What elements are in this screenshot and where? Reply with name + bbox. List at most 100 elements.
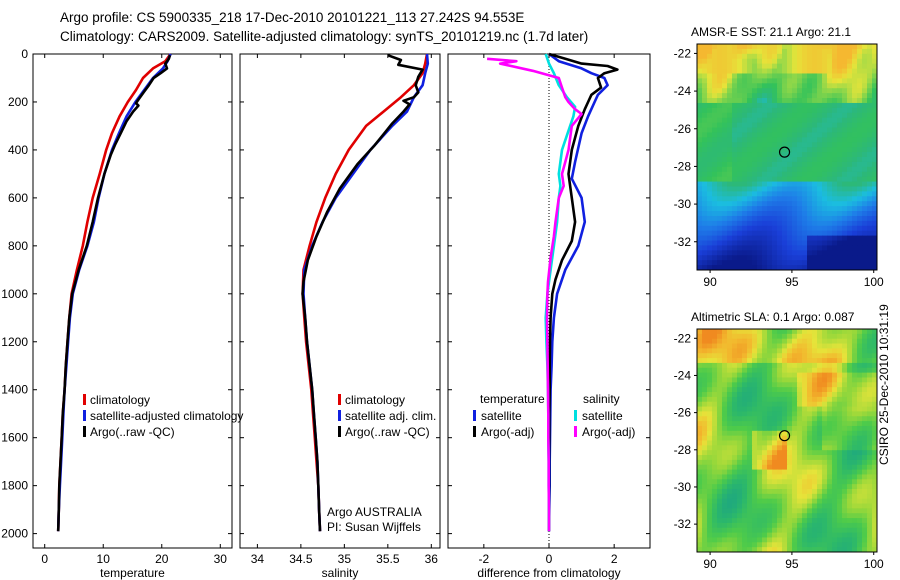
sla-map-cell xyxy=(842,527,848,534)
sst-map-cell xyxy=(707,161,713,168)
sla-map-cell xyxy=(777,518,783,524)
sst-map-cell xyxy=(872,68,877,75)
sst-map-cell xyxy=(762,235,768,242)
sst-map-cell xyxy=(862,88,868,94)
sst-map-cell xyxy=(717,230,723,237)
sst-map-cell xyxy=(807,127,813,134)
sst-map-cell xyxy=(802,48,808,55)
sst-map-cell xyxy=(787,240,793,247)
sla-map-cell xyxy=(862,367,868,374)
sst-map-cell xyxy=(752,206,758,212)
sst-map-cell xyxy=(837,132,843,138)
sst-map-cell xyxy=(742,240,748,247)
sla-map-cell xyxy=(862,518,868,524)
sla-map-cell xyxy=(812,329,818,335)
sst-map-cell xyxy=(712,220,718,227)
sla-map-cell xyxy=(822,348,828,354)
sst-map-cell xyxy=(737,161,743,168)
sst-map-cell xyxy=(852,166,858,173)
sst-map-cell xyxy=(802,83,808,89)
sst-map-cell xyxy=(872,98,877,104)
sla-map-cell xyxy=(727,508,733,514)
sla-map-cell xyxy=(742,430,748,437)
sla-map-cell xyxy=(817,367,823,374)
sla-map-cell xyxy=(802,372,808,379)
sla-map-cell xyxy=(802,421,808,427)
sst-map-cell xyxy=(732,107,738,114)
sst-map-cell xyxy=(842,196,848,202)
sla-map-cell xyxy=(737,430,743,437)
sla-map-cell xyxy=(752,445,758,451)
sst-map-cell xyxy=(827,93,833,99)
sst-map-cell xyxy=(737,117,743,124)
sla-map-cell xyxy=(782,401,788,408)
sst-map-cell xyxy=(842,235,848,242)
sla-map-cell xyxy=(737,396,743,403)
sla-map-cell xyxy=(752,503,758,509)
sst-map-cell xyxy=(732,211,738,217)
sla-map-cell xyxy=(872,464,877,471)
sst-map-cell xyxy=(842,137,848,143)
sst-map-cell xyxy=(767,235,773,242)
sla-map-cell xyxy=(792,537,798,543)
sla-map-cell xyxy=(767,450,773,456)
sla-map-cell xyxy=(757,416,763,422)
sla-map-cell xyxy=(797,542,803,548)
sla-map-cell xyxy=(807,440,813,446)
sst-map-cell xyxy=(747,78,753,84)
sst-map-cell xyxy=(792,196,798,202)
sst-map-cell xyxy=(812,112,818,119)
sst-map-cell xyxy=(832,166,838,173)
sst-map-cell xyxy=(792,142,798,148)
sst-map-cell xyxy=(747,166,753,173)
salinity-profile-series-argo-raw-qc- xyxy=(301,53,424,532)
sst-map-cell xyxy=(707,137,713,143)
sst-map-cell xyxy=(812,83,818,89)
sla-map-cell xyxy=(857,498,863,505)
sla-map-cell xyxy=(702,396,708,403)
sla-map-cell xyxy=(722,392,728,398)
sla-map-cell xyxy=(772,464,778,471)
sst-map-cell xyxy=(737,245,743,251)
sst-map-cell xyxy=(697,88,703,94)
sla-map-ytick-label: -30 xyxy=(674,480,692,494)
sla-map-cell xyxy=(852,503,858,509)
sla-map-cell xyxy=(847,421,853,427)
sst-map-cell xyxy=(857,220,863,227)
sst-map-cell xyxy=(697,63,703,70)
sst-map-cell xyxy=(712,161,718,168)
sla-map-cell xyxy=(742,542,748,548)
sst-map-cell xyxy=(777,44,783,50)
sst-map-cell xyxy=(782,265,788,270)
sla-map-cell xyxy=(717,522,723,529)
sst-map-cell xyxy=(797,157,803,163)
sst-map-cell xyxy=(737,102,743,109)
sst-map-cell xyxy=(842,181,848,188)
sst-map-cell xyxy=(812,142,818,148)
sla-map-cell xyxy=(782,367,788,374)
sla-map-cell xyxy=(742,421,748,427)
sst-map-cell xyxy=(722,171,728,178)
sla-map-cell xyxy=(762,396,768,403)
sst-map-cell xyxy=(852,117,858,124)
sst-map-cell xyxy=(832,157,838,163)
sst-map-cell xyxy=(732,176,738,183)
sla-map-cell xyxy=(732,503,738,509)
sla-map-cell xyxy=(857,488,863,495)
sst-map-cell xyxy=(717,68,723,75)
sst-map-cell xyxy=(792,127,798,134)
sla-map-cell xyxy=(787,377,793,383)
sst-map-cell xyxy=(727,48,733,55)
sst-map-cell xyxy=(772,98,778,104)
sla-map-cell xyxy=(847,537,853,543)
sla-map-cell xyxy=(872,367,877,374)
sst-map-cell xyxy=(732,166,738,173)
sst-map-cell xyxy=(792,260,798,266)
sst-map-cell xyxy=(787,78,793,84)
sst-map-cell xyxy=(872,78,877,84)
sla-map-cell xyxy=(857,445,863,451)
sst-map-cell xyxy=(817,88,823,94)
sla-map-cell xyxy=(827,503,833,509)
sst-map-cell xyxy=(872,107,877,114)
sla-map-cell xyxy=(852,455,858,461)
